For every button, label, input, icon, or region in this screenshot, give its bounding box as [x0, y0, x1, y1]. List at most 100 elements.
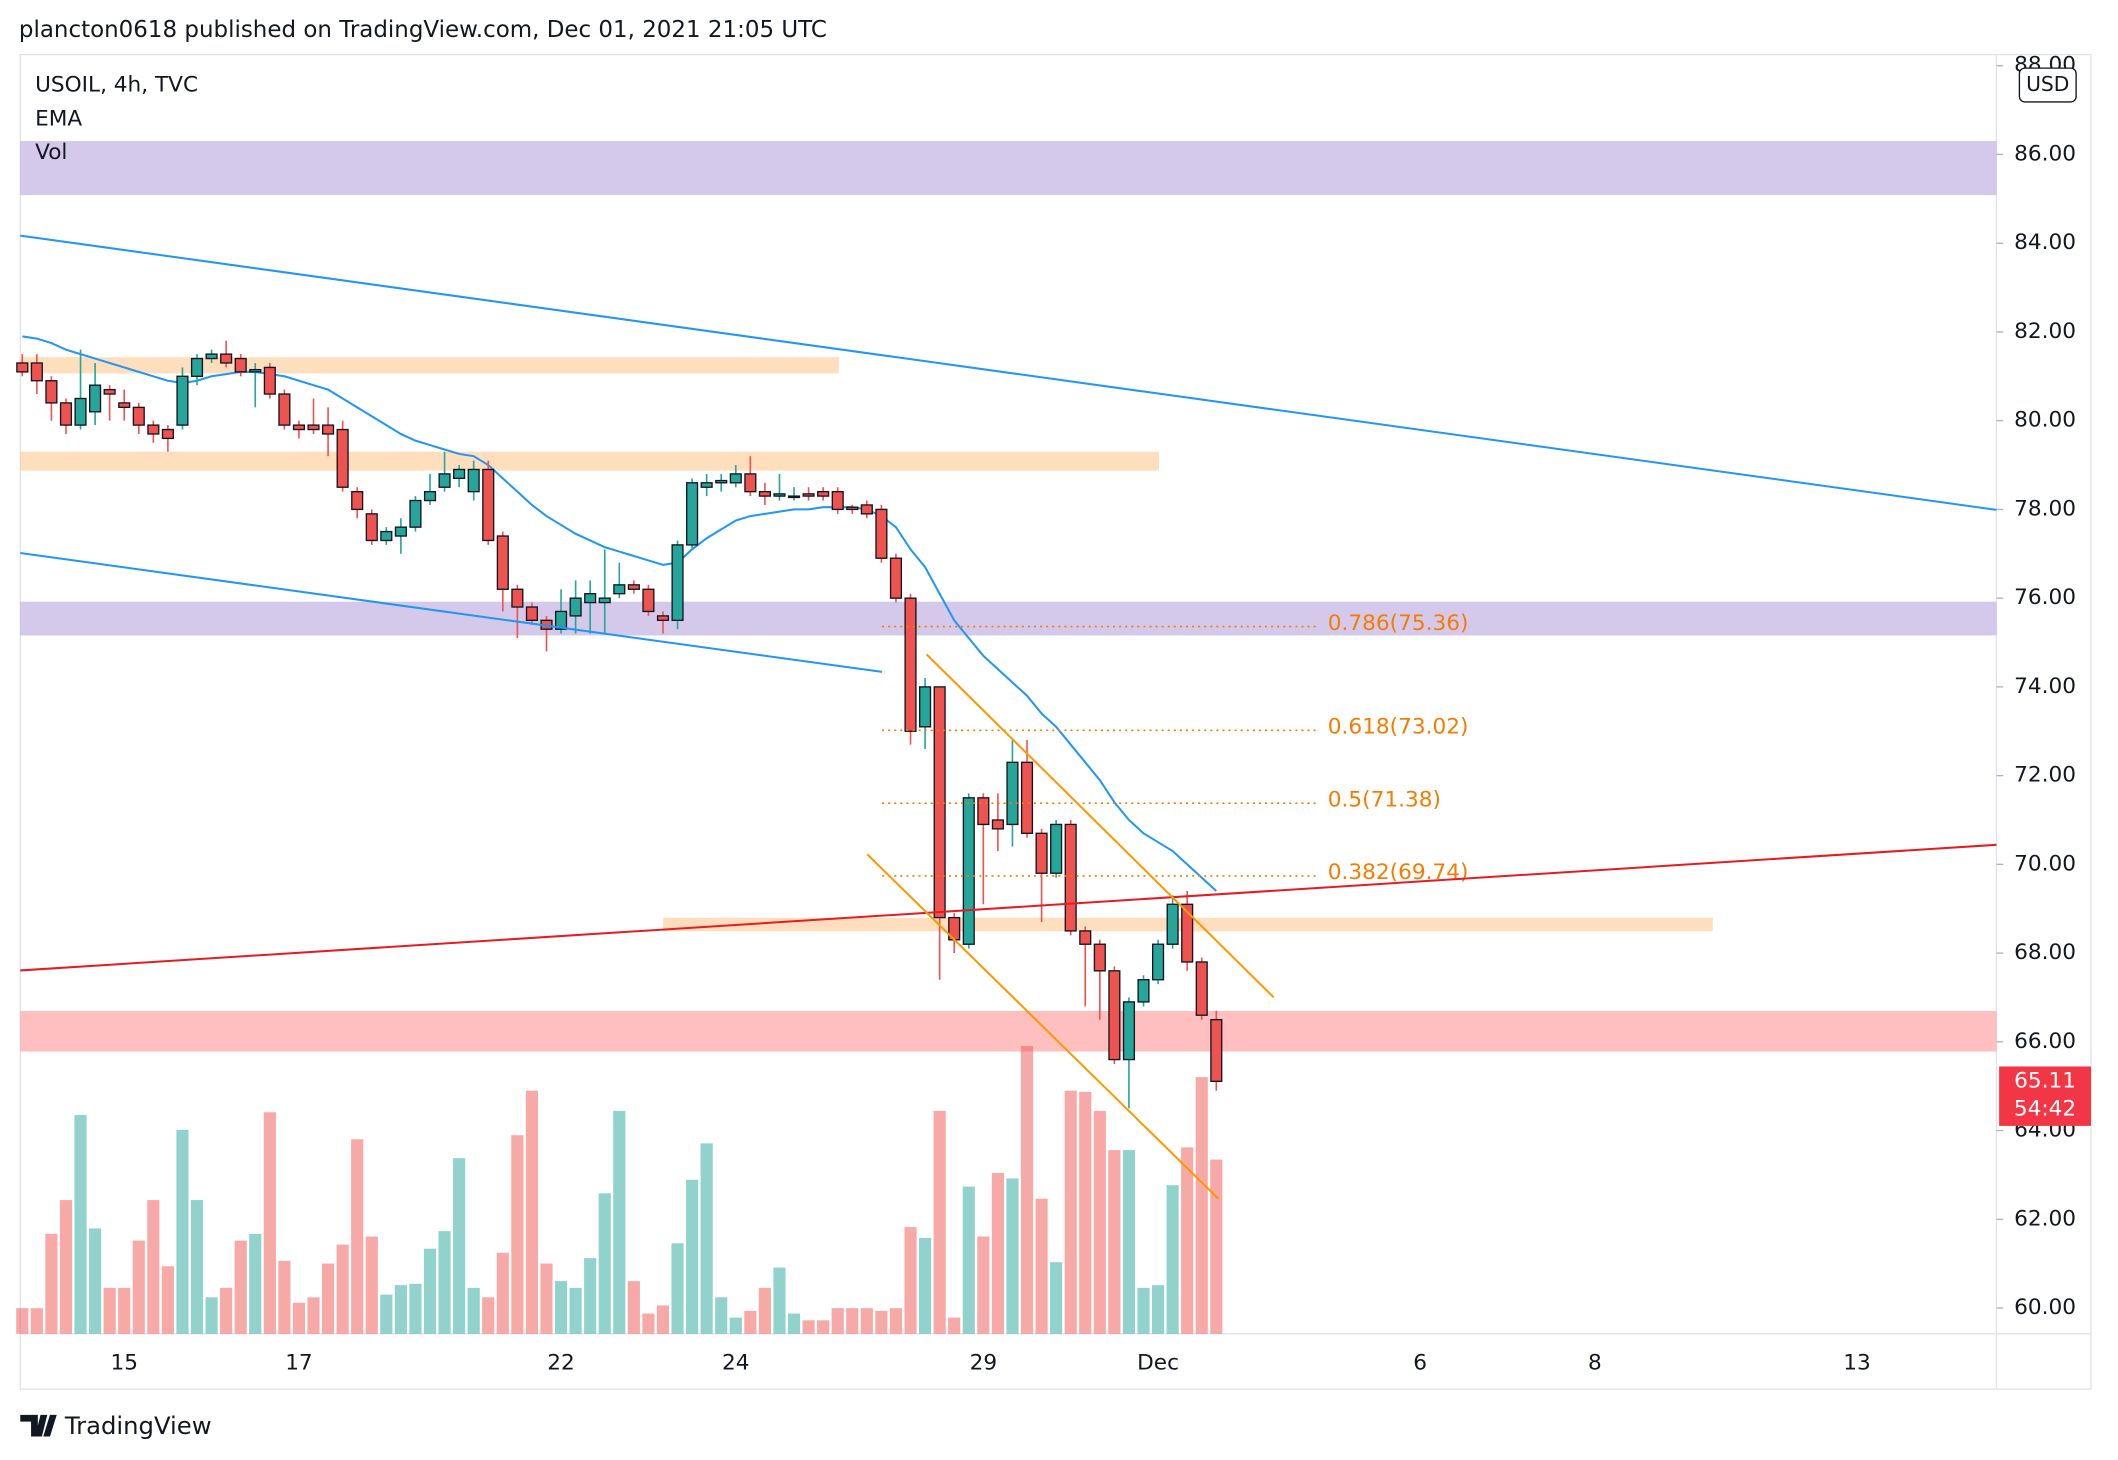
- ema-line: [22, 335, 1217, 892]
- y-tick-label: 86.00: [2014, 141, 2076, 166]
- chart-frame: [19, 53, 2092, 1390]
- volume-bar: [700, 1143, 713, 1334]
- volume-bar: [249, 1233, 262, 1334]
- candle-body: [1079, 930, 1092, 945]
- candle-body: [249, 368, 262, 373]
- volume-bar: [584, 1258, 597, 1334]
- volume-bar: [656, 1305, 670, 1334]
- candle-body: [30, 362, 43, 382]
- volume-bar: [351, 1139, 364, 1334]
- volume-bar: [59, 1200, 73, 1334]
- ema-legend: EMA: [35, 106, 82, 131]
- volume-bar: [16, 1308, 29, 1334]
- candle-body: [1181, 903, 1194, 963]
- volume-bar: [132, 1240, 145, 1334]
- volume-bar: [74, 1114, 87, 1334]
- candle-body: [875, 508, 888, 559]
- candle-body: [962, 797, 975, 945]
- candle-body: [1210, 1018, 1223, 1083]
- candle-body: [176, 375, 189, 426]
- trend-line: [20, 552, 883, 673]
- x-tick-label: 29: [970, 1351, 998, 1376]
- candle-body: [132, 406, 145, 426]
- candle-body: [89, 384, 102, 413]
- candle-body: [933, 686, 946, 919]
- volume-bar: [642, 1313, 655, 1334]
- candle-body: [103, 388, 116, 395]
- candle-body: [846, 506, 859, 511]
- publisher-header: plancton0618 published on TradingView.co…: [19, 17, 827, 43]
- volume-bar: [686, 1179, 699, 1334]
- candle-body: [467, 468, 480, 493]
- volume-bar: [220, 1287, 233, 1334]
- volume-bar: [394, 1285, 407, 1334]
- candle-body: [453, 468, 466, 480]
- y-tick-label: 70.00: [2014, 851, 2076, 876]
- volume-bar: [860, 1308, 873, 1334]
- volume-bar: [103, 1287, 116, 1334]
- fib-label: 0.618(73.02): [1328, 715, 1469, 740]
- candle-body: [991, 819, 1004, 830]
- volume-bar: [1079, 1092, 1092, 1334]
- footer-logo: TradingView: [20, 1411, 212, 1440]
- volume-bar: [176, 1129, 189, 1334]
- legend: USOIL, 4h, TVC EMA Vol: [35, 73, 198, 166]
- fib-label: 0.5(71.38): [1328, 787, 1441, 812]
- candle-body: [147, 424, 160, 435]
- volume-bar: [904, 1227, 917, 1334]
- y-tick-label: 74.00: [2014, 674, 2076, 699]
- volume-bar: [45, 1233, 58, 1334]
- candle-body: [380, 530, 393, 542]
- volume-bar: [89, 1228, 102, 1334]
- plot: 0.786(75.36) 0.618(73.02) 0.5(71.38) 0.382(…: [16, 335, 1469, 1334]
- candle-body: [1035, 832, 1048, 874]
- candle-body: [1151, 943, 1165, 981]
- volume-bar: [977, 1236, 990, 1334]
- last-price-box: [1999, 1066, 2091, 1126]
- volume-bar: [846, 1308, 859, 1334]
- candle-body: [642, 588, 655, 613]
- volume-bar: [118, 1287, 131, 1334]
- purple-zone: [20, 601, 1997, 636]
- volume-bar: [365, 1236, 378, 1334]
- zones: [20, 141, 1997, 1052]
- last-price-label: 65.11: [2014, 1068, 2076, 1093]
- currency: USD: [2026, 72, 2069, 96]
- volume-bar: [234, 1240, 247, 1334]
- candle-body: [889, 557, 903, 599]
- volume-bar: [758, 1287, 771, 1334]
- candle-body: [365, 513, 378, 542]
- candle-body: [715, 479, 728, 484]
- candle-body: [584, 593, 597, 604]
- candle-body: [511, 588, 524, 608]
- candle-body: [613, 584, 626, 595]
- candle-body: [554, 610, 568, 630]
- volume-bar: [715, 1297, 728, 1334]
- volume-bar: [962, 1186, 975, 1334]
- candle-body: [409, 499, 422, 528]
- volume-bar: [1195, 1077, 1208, 1334]
- y-tick-label: 82.00: [2014, 319, 2076, 344]
- candle-body: [758, 490, 771, 497]
- currency-box[interactable]: [2018, 67, 2077, 103]
- candle-body: [904, 597, 917, 732]
- volume-bar: [438, 1231, 451, 1334]
- candle-body: [190, 357, 204, 377]
- x-tick-label: 15: [110, 1351, 138, 1376]
- volume-bar: [190, 1200, 204, 1334]
- candle-body: [423, 490, 437, 502]
- candle-body: [1064, 823, 1077, 932]
- volume-bar: [1122, 1150, 1136, 1334]
- candle-body: [482, 468, 495, 542]
- candle-body: [831, 490, 844, 511]
- volume-bar: [205, 1297, 218, 1334]
- candle-body: [817, 490, 830, 497]
- symbol-legend: USOIL, 4h, TVC: [35, 73, 198, 98]
- volume-bar: [1210, 1159, 1223, 1334]
- volume-bar: [1137, 1287, 1150, 1334]
- y-tick-label: 60.00: [2014, 1295, 2076, 1320]
- volume-bar: [671, 1243, 684, 1334]
- y-tick-label: 78.00: [2014, 496, 2076, 521]
